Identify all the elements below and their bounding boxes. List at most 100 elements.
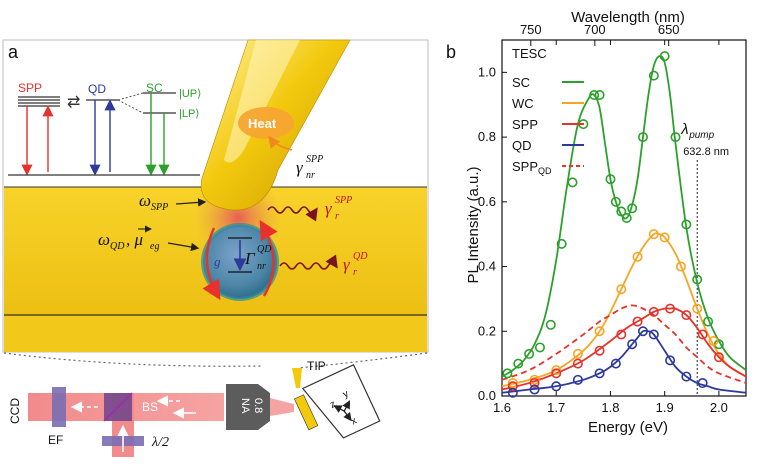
data-point-spp — [665, 303, 676, 314]
objective-lens — [226, 384, 270, 430]
svg-text:SPP: SPP — [335, 195, 352, 206]
data-point-sc — [545, 319, 556, 330]
data-point-sc — [681, 219, 692, 230]
data-point-spp — [594, 345, 605, 356]
pump-sub: pump — [688, 130, 714, 141]
data-point-wc — [648, 229, 659, 240]
up-state-label: |UP⟩ — [179, 88, 201, 100]
svg-text:ω: ω — [139, 191, 151, 210]
legend-label-sc: SC — [512, 75, 530, 90]
x-tick-label: 1.8 — [601, 400, 619, 415]
y-tick-label: 0.0 — [478, 388, 496, 403]
spp-level-label: SPP — [18, 81, 42, 95]
data-point-sc — [648, 70, 659, 81]
svg-text:γ: γ — [296, 158, 304, 177]
data-point-wc — [572, 348, 583, 359]
legend-label-spp-qd: SPPQD — [512, 159, 552, 176]
data-point-spp — [551, 368, 562, 379]
series-line-qd — [502, 329, 746, 394]
gamma-r-spp-label: γ SPP r — [325, 195, 352, 222]
svg-text:y: y — [341, 388, 350, 400]
data-point-qd — [610, 358, 621, 369]
top-tick-label: 750 — [520, 22, 542, 37]
gamma-nr-qd-label: Γ QD nr — [244, 244, 272, 272]
tip-icon — [292, 368, 302, 388]
pump-value-label: 632.8 nm — [683, 146, 729, 158]
data-point-spp — [529, 378, 540, 389]
plot-frame — [501, 39, 747, 397]
zoom-line-left — [3, 352, 263, 367]
svg-text:γ: γ — [343, 255, 351, 274]
spp-emission-wave — [267, 206, 318, 222]
na-label: NA — [239, 398, 251, 414]
data-point-sc — [713, 339, 724, 350]
series-line-spp-qd — [502, 304, 746, 384]
svg-text:, μ: , μ — [126, 230, 143, 249]
y-tick-label: 0.4 — [478, 259, 496, 274]
tip-label: TIP — [307, 359, 326, 373]
data-point-sc — [556, 238, 567, 249]
panel-b-label: b — [446, 42, 456, 62]
coupling-arrows-icon: ⇄ — [67, 94, 80, 111]
svg-text:nr: nr — [306, 170, 315, 181]
series-line-spp — [502, 307, 746, 391]
gamma-r-qd-label: γ QD r — [343, 251, 368, 278]
data-point-spp — [616, 329, 627, 340]
legend-title: TESC — [512, 46, 547, 61]
y-tick-label: 0.8 — [478, 129, 496, 144]
data-point-spp — [632, 316, 643, 327]
qd-level-label: QD — [88, 82, 106, 96]
data-point-sc — [627, 203, 638, 214]
svg-text:x: x — [349, 415, 358, 427]
data-point-spp — [648, 306, 659, 317]
optical-setup: CCD EF BS λ/2 NA 0.8 TIP z y x — [8, 359, 381, 457]
data-point-spp — [572, 358, 583, 369]
data-point-sc — [616, 206, 627, 217]
svg-text:SPP: SPP — [306, 154, 323, 165]
y-tick-label: 0.6 — [478, 194, 496, 209]
top-tick-label: 700 — [584, 22, 606, 37]
data-point-qd — [637, 326, 648, 337]
data-point-wc — [659, 232, 670, 243]
svg-text:eg: eg — [150, 241, 159, 252]
data-point-wc — [632, 251, 643, 262]
x-tick-label: 2.0 — [710, 400, 728, 415]
panel-b: b Wavelength (nm) PL Intensity (a.u.) En… — [446, 9, 747, 436]
svg-text:z: z — [328, 399, 337, 411]
data-point-qd — [551, 381, 562, 392]
data-point-sc — [502, 368, 513, 379]
data-point-spp — [713, 352, 724, 363]
sc-level-label: SC — [146, 81, 163, 95]
svg-text:r: r — [335, 211, 339, 222]
top-axis-label: Wavelength (nm) — [571, 9, 685, 26]
bs-label: BS — [142, 400, 158, 414]
svg-text:r: r — [353, 267, 357, 278]
heat-blob — [238, 107, 294, 139]
svg-text:QD: QD — [353, 251, 368, 262]
data-point-qd — [648, 329, 659, 340]
data-point-qd — [507, 387, 518, 398]
sample-stage: z y x — [294, 364, 381, 439]
gamma-nr-spp-label: γ SPP nr — [296, 154, 323, 181]
svg-text:γ: γ — [325, 199, 333, 218]
data-point-sc — [524, 348, 535, 359]
pl-chart: 1.6 1.7 1.8 1.9 2.0 0.0 0.2 0.4 0.6 0.8 1.0 750 700 6… — [478, 22, 747, 415]
svg-text:Γ: Γ — [244, 249, 256, 268]
data-point-qd — [529, 384, 540, 395]
omega-qd-mu-label: ω QD , μ eg — [98, 225, 200, 252]
quantum-dot: g — [201, 219, 279, 301]
svg-text:QD: QD — [110, 241, 125, 252]
data-point-wc — [594, 326, 605, 337]
svg-text:SPP: SPP — [151, 202, 168, 213]
data-point-qd — [594, 368, 605, 379]
lambda-half-label: λ/2 — [151, 435, 169, 450]
data-point-wc — [616, 284, 627, 295]
data-point-spp — [507, 381, 518, 392]
data-point-sc — [567, 177, 578, 188]
y-tick-label: 0.2 — [478, 323, 496, 338]
data-point-spp — [681, 310, 692, 321]
legend-label-qd: QD — [512, 138, 532, 153]
data-point-wc — [692, 303, 703, 314]
data-point-wc — [708, 335, 719, 346]
data-point-sc — [605, 174, 616, 185]
